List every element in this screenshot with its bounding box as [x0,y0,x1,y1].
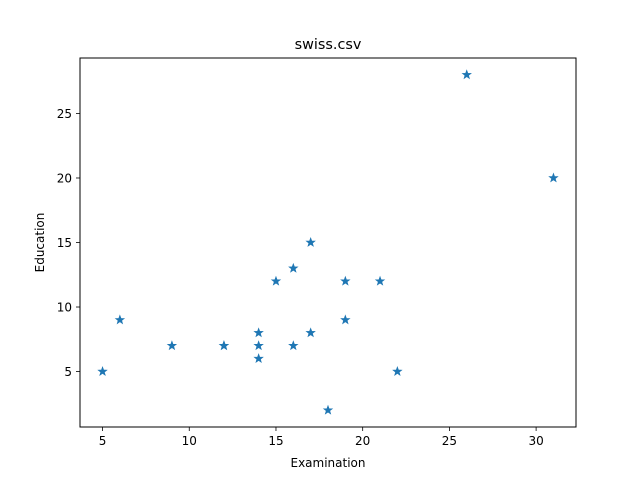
data-point [461,69,472,80]
data-point [253,353,264,364]
chart-title: swiss.csv [295,37,362,53]
data-point [288,262,299,273]
data-point [340,275,351,286]
x-tick-label: 30 [528,434,543,448]
x-axis-label: Examination [290,456,365,470]
y-tick-label: 5 [64,365,72,379]
data-point [166,340,178,351]
y-axis-label: Education [33,213,47,273]
x-tick-label: 5 [99,434,107,448]
plot-area [97,69,559,415]
data-point [253,340,264,351]
y-tick-label: 15 [57,236,72,250]
x-tick-label: 20 [355,434,370,448]
data-point [97,366,108,376]
data-point [218,340,230,351]
x-tick-label: 25 [442,434,457,448]
data-point [114,314,126,325]
data-point [288,340,299,351]
data-point [392,366,403,376]
data-point [340,314,351,325]
data-point [322,404,334,415]
y-tick-label: 10 [57,301,72,315]
y-tick-label: 25 [57,107,72,121]
data-point [253,327,264,338]
data-point [548,172,559,183]
data-point [305,327,316,338]
x-tick-label: 15 [268,434,283,448]
x-tick-label: 10 [182,434,197,448]
data-point [270,275,282,286]
data-point [374,275,386,286]
data-point [305,237,316,247]
y-tick-label: 20 [57,171,72,185]
